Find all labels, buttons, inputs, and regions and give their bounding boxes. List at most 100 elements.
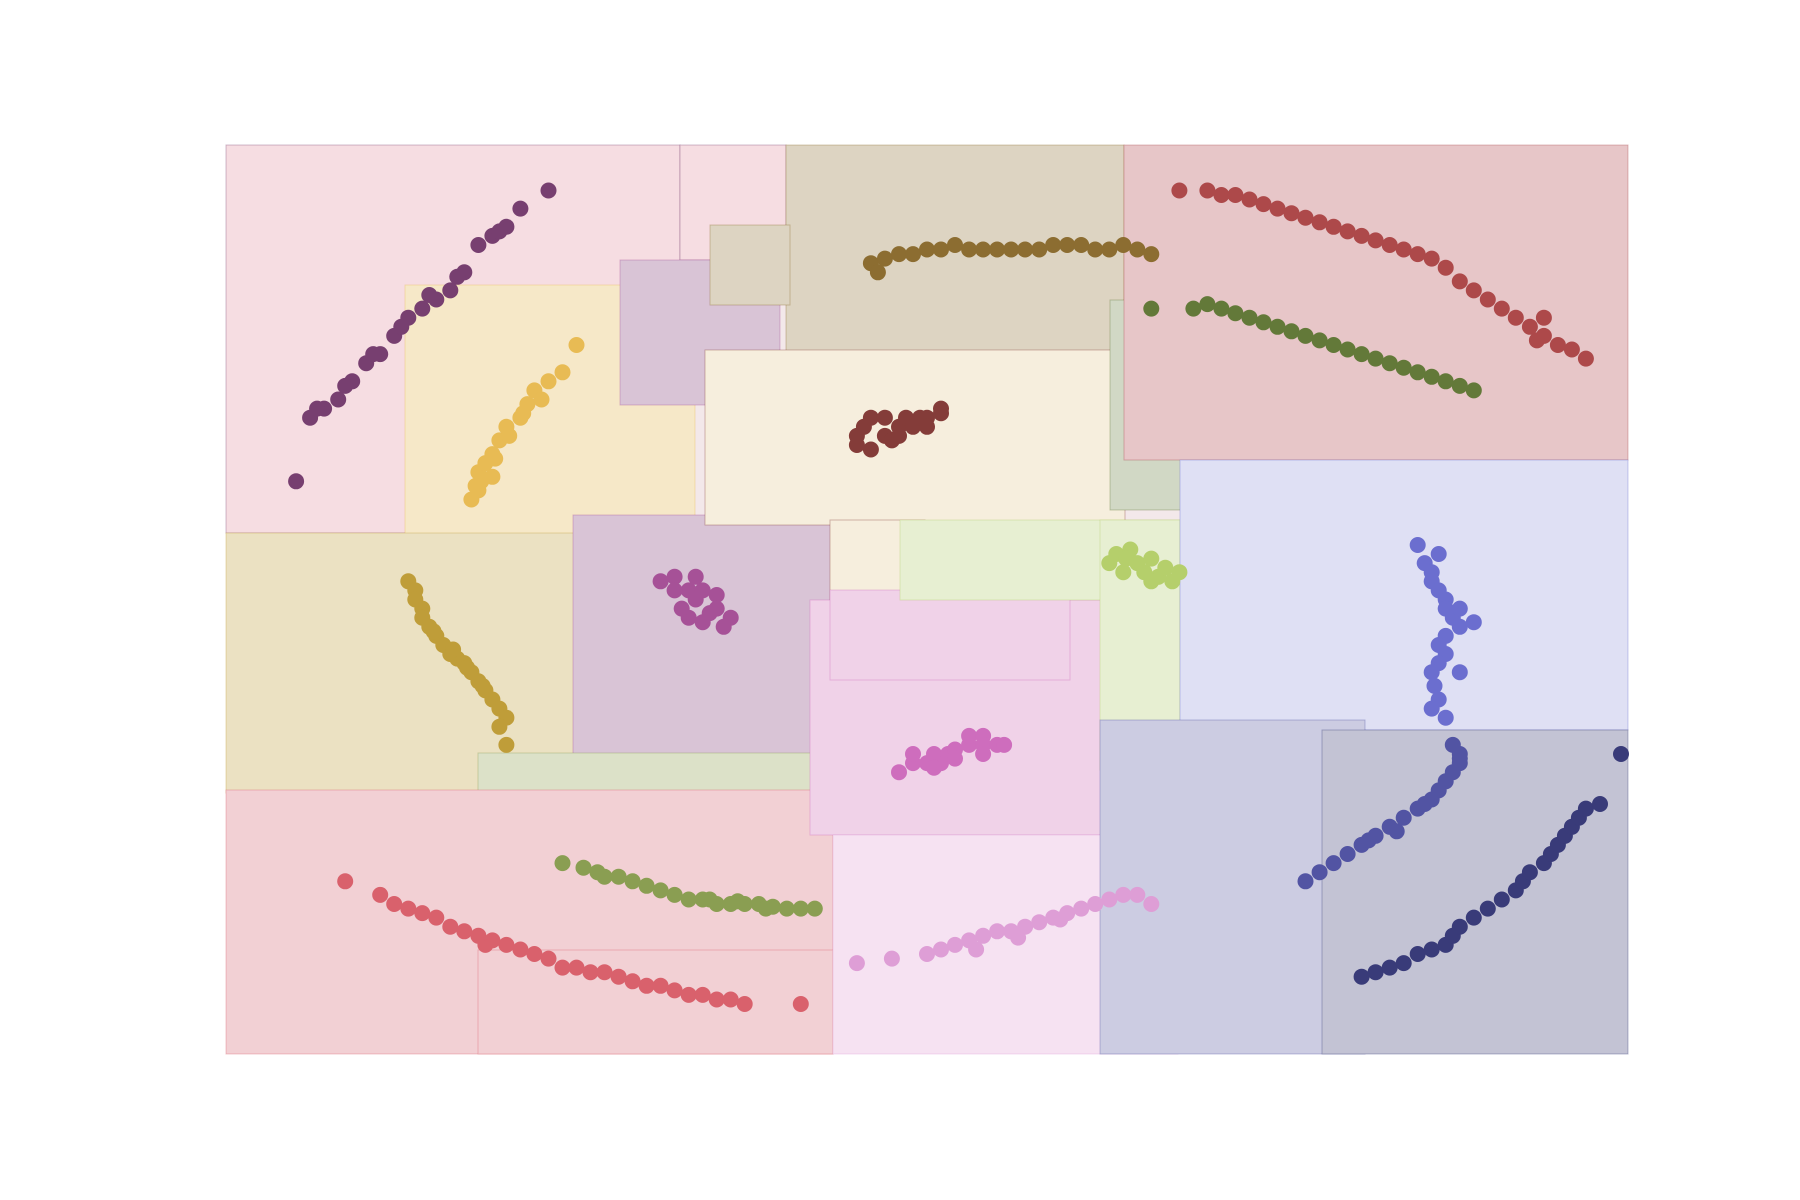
cluster-gold-curve <box>463 337 585 508</box>
data-point <box>1199 182 1216 199</box>
data-point <box>1479 900 1496 917</box>
data-point <box>1423 368 1440 385</box>
data-point <box>1444 736 1461 753</box>
data-point <box>1353 346 1370 363</box>
data-point <box>1143 550 1160 567</box>
data-point <box>624 973 641 990</box>
data-point <box>1437 259 1454 276</box>
data-point <box>1010 929 1027 946</box>
data-point <box>1311 864 1328 881</box>
data-point <box>1157 559 1174 576</box>
data-point <box>442 918 459 935</box>
data-point <box>1339 341 1356 358</box>
data-point <box>1115 886 1132 903</box>
data-point <box>400 900 417 917</box>
data-point <box>442 282 459 299</box>
data-point <box>729 893 746 910</box>
data-point <box>968 941 985 958</box>
data-point <box>1227 187 1244 203</box>
data-points <box>288 182 1629 1012</box>
data-point <box>975 746 992 762</box>
data-point <box>666 582 683 599</box>
data-point <box>533 391 550 408</box>
data-point <box>386 896 403 912</box>
data-point <box>1409 946 1426 962</box>
cluster-green-line <box>1143 296 1482 399</box>
data-point <box>484 468 501 485</box>
data-point <box>694 986 711 1003</box>
data-point <box>1395 241 1412 258</box>
data-point <box>1367 232 1384 249</box>
data-point <box>1129 886 1146 903</box>
data-point <box>1115 564 1132 581</box>
data-point <box>1297 327 1314 344</box>
region-indigo-curve <box>1099 719 1366 1055</box>
data-point <box>445 641 462 658</box>
data-point <box>582 964 599 981</box>
data-point <box>764 898 781 915</box>
region-maroon-blob <box>704 349 1126 526</box>
data-point <box>1255 196 1272 213</box>
data-point <box>1311 214 1328 231</box>
data-point <box>1031 914 1048 931</box>
data-point <box>1213 300 1230 317</box>
data-point <box>1395 955 1412 972</box>
data-point <box>414 905 431 922</box>
region-magenta-blob <box>572 514 834 756</box>
data-point <box>905 246 921 263</box>
data-point <box>1017 241 1034 258</box>
data-point <box>1353 968 1370 985</box>
data-point <box>498 936 515 953</box>
data-point <box>1395 359 1412 376</box>
data-point <box>933 941 949 958</box>
data-point <box>337 377 354 394</box>
data-point <box>1451 600 1468 617</box>
region-brown-line <box>785 144 1125 391</box>
data-point <box>554 959 571 976</box>
data-point <box>515 405 532 422</box>
region-brown-line-1 <box>709 224 791 306</box>
data-point <box>708 587 725 603</box>
data-point <box>1171 182 1188 199</box>
data-point <box>1507 309 1524 326</box>
data-point <box>288 473 305 490</box>
data-point <box>1493 300 1510 317</box>
data-point <box>1269 200 1286 217</box>
data-point <box>1395 809 1412 826</box>
data-point <box>425 623 442 640</box>
data-point <box>1521 864 1538 881</box>
data-point <box>554 364 571 381</box>
data-point <box>512 941 529 958</box>
data-point <box>680 891 697 908</box>
data-point <box>1423 664 1440 681</box>
cluster-brown-line <box>862 237 1160 281</box>
data-point <box>1003 241 1020 258</box>
cluster-indigo-curve <box>1297 736 1468 890</box>
data-point <box>926 759 942 776</box>
data-point <box>1426 677 1443 694</box>
data-point <box>1339 846 1356 862</box>
data-point <box>1381 959 1398 976</box>
data-point <box>470 237 487 253</box>
data-point <box>1465 282 1482 299</box>
data-point <box>933 241 949 258</box>
data-point <box>652 882 669 899</box>
data-point <box>372 886 389 903</box>
data-point <box>1297 209 1314 226</box>
data-point <box>652 977 669 994</box>
cluster-lime-blob <box>1101 541 1188 590</box>
data-point <box>638 977 655 994</box>
data-point <box>1388 823 1405 840</box>
data-point <box>554 855 571 872</box>
data-point <box>947 237 963 253</box>
data-point <box>459 659 476 676</box>
data-point <box>1465 382 1482 399</box>
data-point <box>891 764 907 781</box>
data-point <box>491 718 508 735</box>
data-point <box>1451 377 1468 394</box>
data-point <box>596 964 613 981</box>
data-point <box>1521 318 1538 335</box>
data-point <box>1465 909 1482 926</box>
